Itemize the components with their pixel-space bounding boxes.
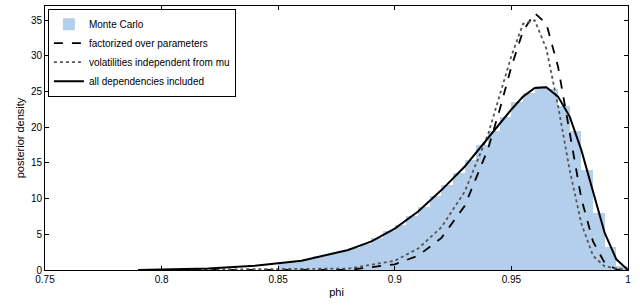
svg-text:Monte Carlo: Monte Carlo (89, 19, 144, 30)
svg-text:posterior density: posterior density (14, 97, 26, 178)
svg-text:0.85: 0.85 (268, 274, 288, 285)
svg-text:volatilities independent from: volatilities independent from mu (89, 57, 230, 68)
svg-text:0.8: 0.8 (155, 274, 169, 285)
svg-text:factorized over parameters: factorized over parameters (89, 38, 208, 49)
svg-text:0.95: 0.95 (502, 274, 522, 285)
svg-text:0.75: 0.75 (35, 274, 55, 285)
svg-text:5: 5 (36, 229, 42, 240)
svg-text:20: 20 (31, 122, 43, 133)
svg-text:10: 10 (31, 193, 43, 204)
svg-text:35: 35 (31, 15, 43, 26)
svg-text:0.9: 0.9 (388, 274, 402, 285)
svg-text:30: 30 (31, 50, 43, 61)
svg-text:all dependencies included: all dependencies included (89, 76, 204, 87)
svg-text:0: 0 (36, 265, 42, 276)
svg-text:25: 25 (31, 86, 43, 97)
svg-text:15: 15 (31, 157, 43, 168)
svg-text:1: 1 (625, 274, 631, 285)
svg-text:phi: phi (329, 286, 344, 298)
